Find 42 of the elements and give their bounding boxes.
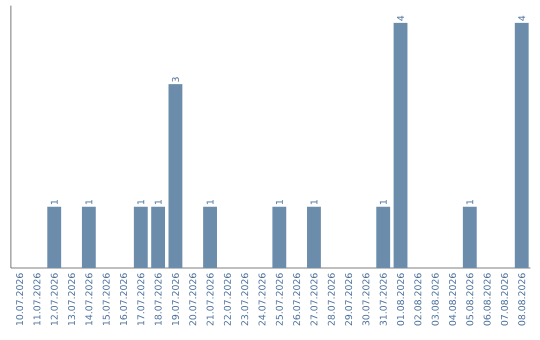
x-tick-label: 23.07.2026	[241, 273, 248, 326]
x-tick-label: 06.08.2026	[484, 273, 491, 326]
x-tick-label: 18.07.2026	[154, 273, 162, 325]
x-tick-label: 25.07.2026	[276, 273, 283, 326]
x-tick-label: 24.07.2026	[258, 273, 266, 326]
x-tick-label: 01.08.2026	[397, 273, 404, 326]
x-tick-label: 16.07.2026	[120, 273, 127, 325]
data-label: 4	[397, 16, 404, 21]
data-label: 1	[50, 200, 58, 204]
data-label: 1	[380, 200, 387, 204]
data-label: 1	[466, 200, 474, 204]
x-tick-label: 14.07.2026	[85, 273, 92, 325]
x-tick-label: 03.08.2026	[432, 273, 439, 326]
x-tick-label: 15.07.2026	[102, 273, 110, 325]
data-label: 1	[137, 200, 144, 204]
x-tick-label: 29.07.2026	[345, 273, 352, 326]
x-tick-label: 02.08.2026	[414, 273, 422, 326]
x-tick-label: 11.07.2026	[33, 273, 40, 325]
data-label: 1	[276, 200, 283, 204]
data-label: 4	[518, 16, 526, 21]
x-tick-label: 31.07.2026	[380, 273, 387, 326]
x-tick-label: 07.08.2026	[500, 273, 508, 326]
x-tick-label: 19.07.2026	[172, 273, 179, 325]
data-label: 1	[206, 200, 214, 204]
data-label: 1	[310, 200, 318, 204]
x-tick-label: 21.07.2026	[206, 273, 214, 326]
x-tick-label: 20.07.2026	[189, 273, 196, 326]
x-tick-label: 17.07.2026	[137, 273, 144, 325]
x-tick-label: 30.07.2026	[362, 273, 370, 326]
data-label: 3	[172, 77, 179, 82]
x-tick-label: 04.08.2026	[448, 273, 456, 326]
x-tick-label: 26.07.2026	[293, 273, 300, 326]
x-tick-label: 13.07.2026	[68, 273, 76, 325]
x-tick-label: 08.08.2026	[518, 273, 526, 326]
x-tick-label: 10.07.2026	[16, 273, 24, 325]
x-tick-label: 05.08.2026	[466, 273, 474, 326]
data-label: 1	[85, 200, 92, 204]
x-tick-label: 27.07.2026	[310, 273, 318, 326]
x-tick-label: 28.07.2026	[328, 273, 335, 326]
x-tick-label: 12.07.2026	[50, 273, 58, 325]
x-tick-label: 22.07.2026	[224, 273, 231, 326]
data-label: 1	[154, 200, 162, 204]
